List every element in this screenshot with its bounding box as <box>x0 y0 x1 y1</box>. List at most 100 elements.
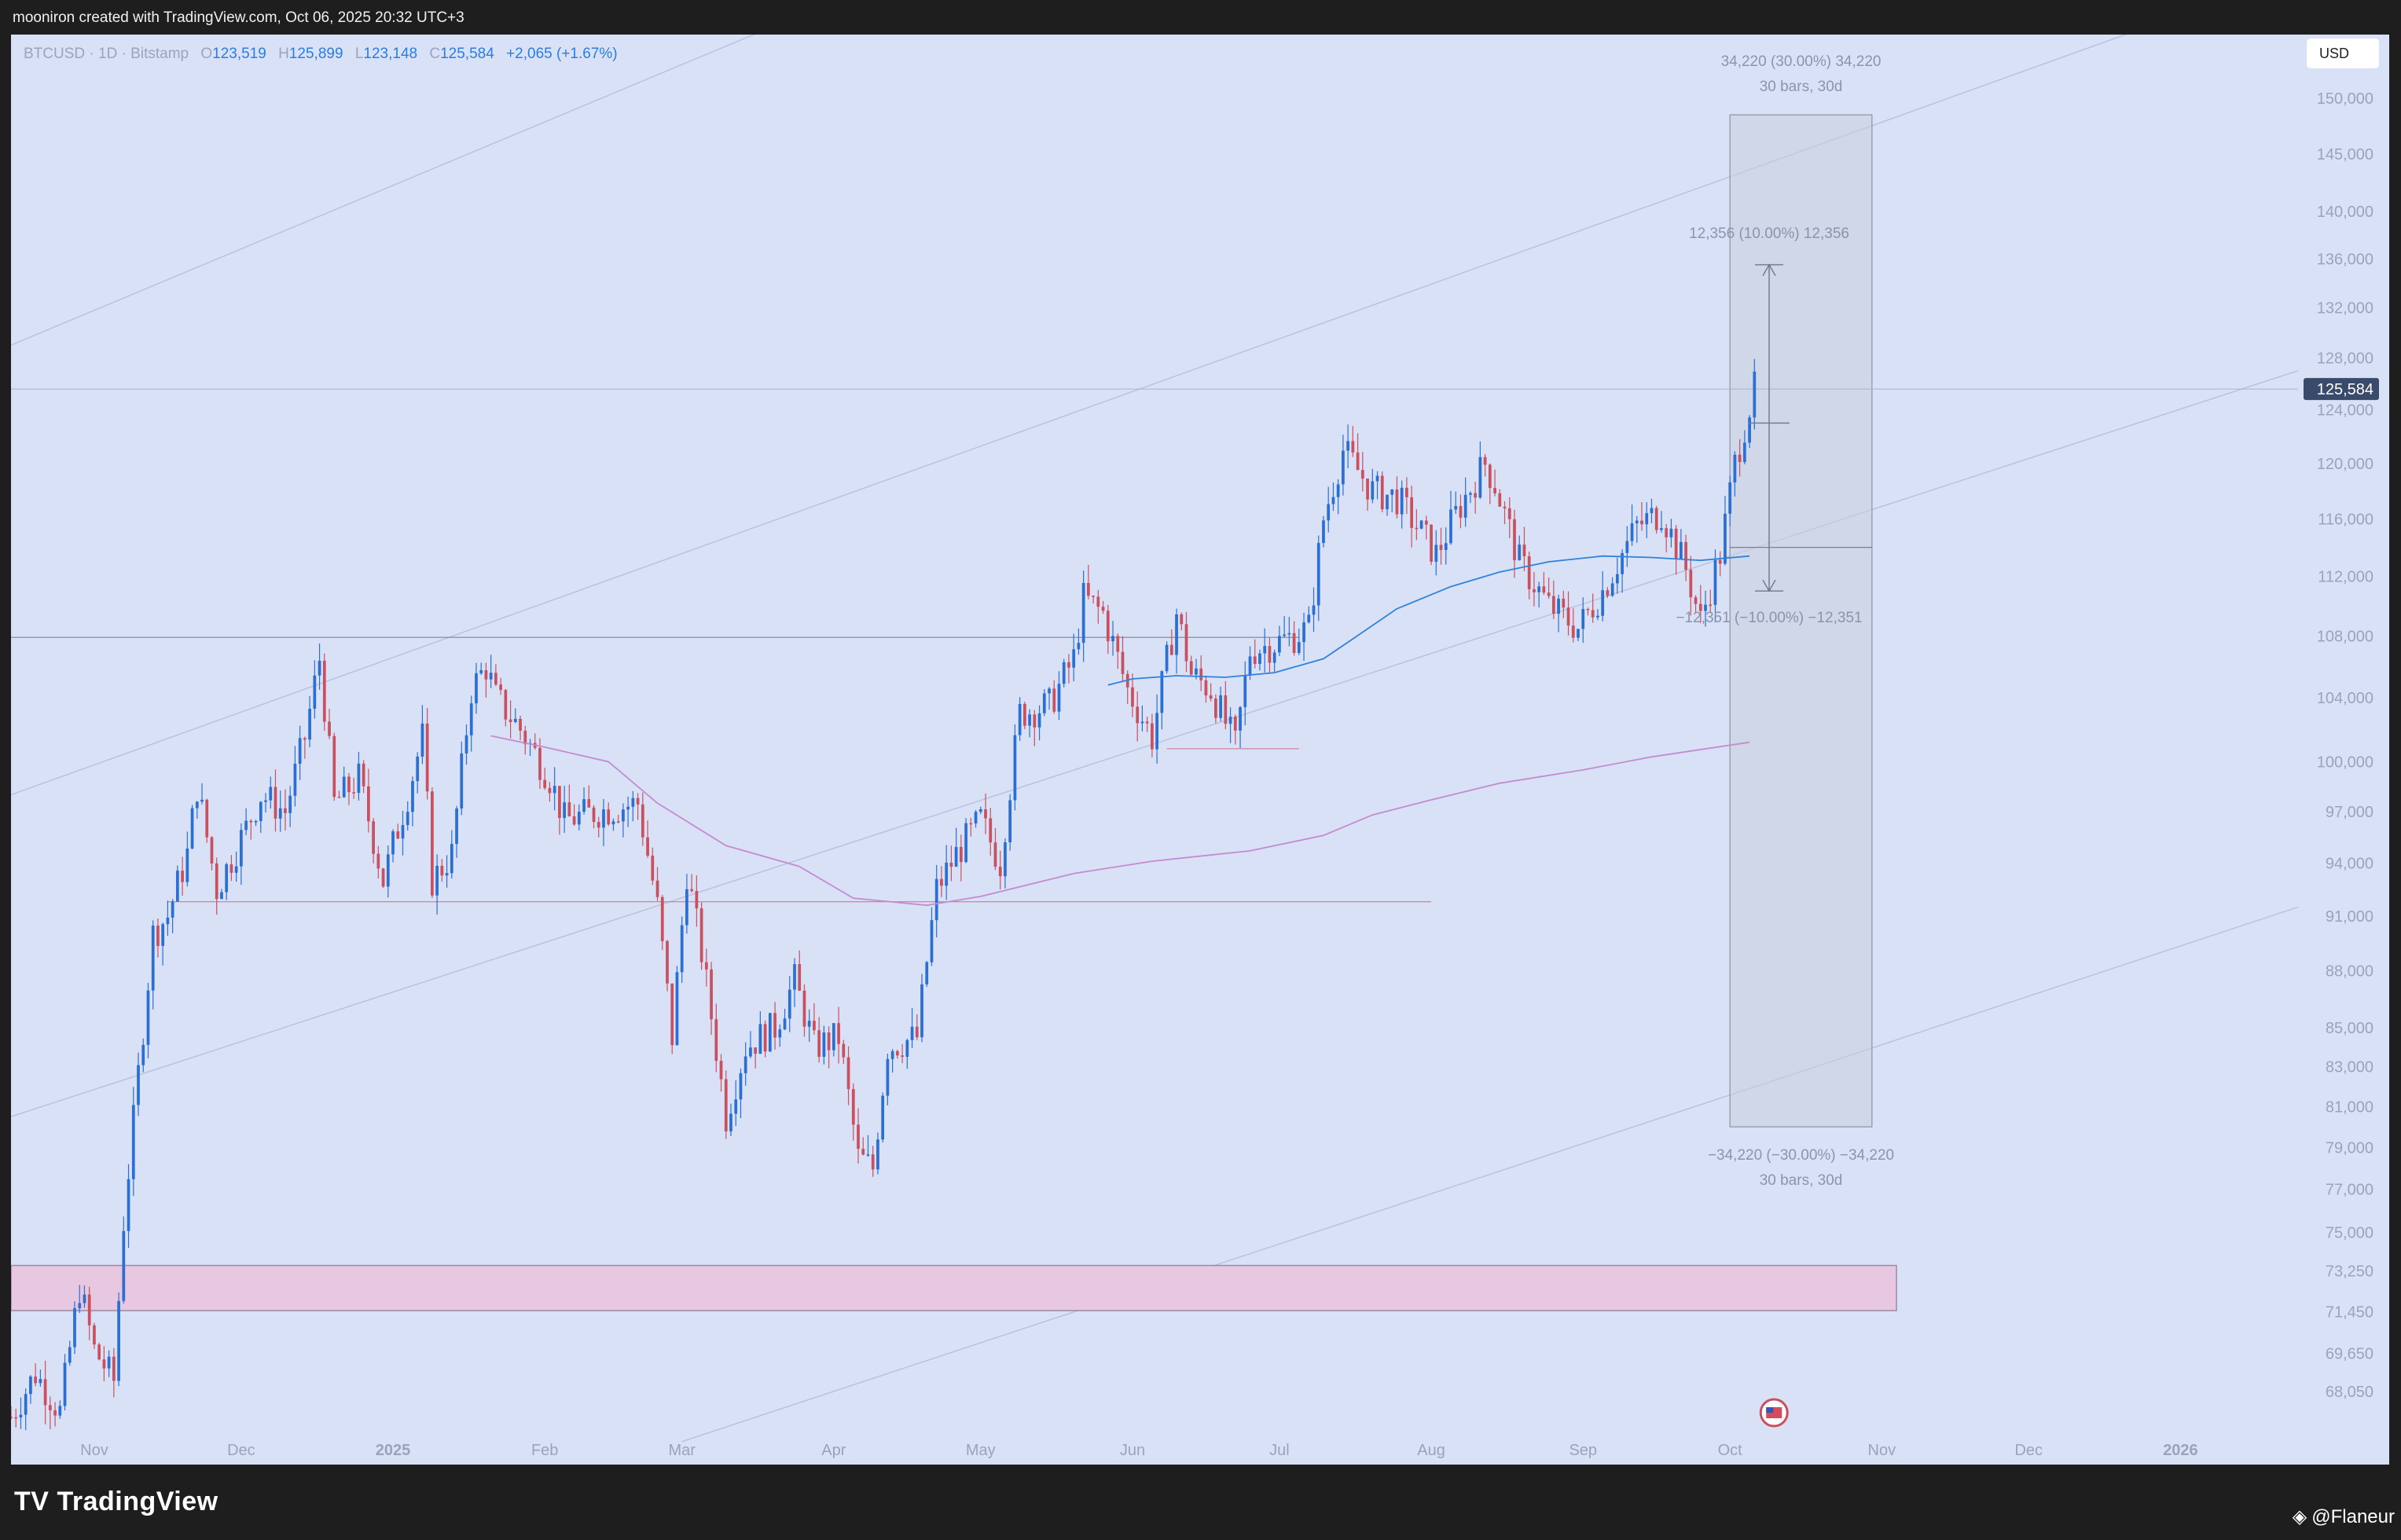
candle-body <box>195 801 199 808</box>
candle-body <box>1101 607 1105 611</box>
candle-body <box>724 1079 728 1131</box>
candle-body <box>749 1047 752 1057</box>
candle-body <box>1483 456 1487 465</box>
candle-body <box>1121 651 1125 674</box>
x-tick-label: May <box>966 1442 996 1459</box>
candle-body <box>1292 632 1296 653</box>
y-tick-label: 100,000 <box>2317 754 2373 772</box>
candle-body <box>699 908 703 962</box>
candle-body <box>1018 703 1022 735</box>
candle-body <box>352 792 356 794</box>
candle-body <box>1140 721 1144 724</box>
x-tick-label: Nov <box>80 1442 108 1459</box>
candle-body <box>58 1406 62 1416</box>
candle-body <box>445 873 449 876</box>
candle-body <box>607 809 611 825</box>
y-tick-label: 128,000 <box>2317 350 2373 367</box>
candle-body <box>1698 603 1702 611</box>
y-tick-label: 75,000 <box>2326 1225 2373 1242</box>
candle-body <box>1233 717 1237 731</box>
candle-body <box>930 920 934 962</box>
candle-body <box>1087 582 1090 596</box>
x-tick-label: Apr <box>821 1442 846 1459</box>
candle-body <box>1312 605 1316 615</box>
candle-body <box>1042 693 1046 713</box>
candle-body <box>376 853 380 869</box>
candle-body <box>989 818 993 843</box>
candle-body <box>1307 614 1311 623</box>
candle-body <box>1503 506 1507 508</box>
candle-body <box>695 890 699 909</box>
candle-body <box>1336 484 1340 497</box>
candle-body <box>1728 482 1732 514</box>
candle-body <box>68 1347 72 1363</box>
measure-box <box>1729 114 1873 1128</box>
y-tick-label: 91,000 <box>2326 908 2373 926</box>
candle-body <box>857 1124 860 1150</box>
y-tick-label: 88,000 <box>2326 963 2373 981</box>
candle-body <box>1239 707 1242 731</box>
candle-body <box>1566 607 1570 626</box>
candle-body <box>1527 556 1531 589</box>
candle-body <box>1537 586 1541 592</box>
candle-body <box>479 669 483 673</box>
y-tick-label: 136,000 <box>2317 251 2373 268</box>
candle-body <box>122 1230 126 1301</box>
y-tick-label: 124,000 <box>2317 402 2373 420</box>
candle-body <box>558 786 561 819</box>
candle-body <box>313 675 317 710</box>
candle-body <box>19 1414 23 1418</box>
candle-body <box>78 1303 82 1309</box>
candle-body <box>1219 695 1222 718</box>
candle-body <box>1380 475 1384 510</box>
candle-body <box>298 738 302 764</box>
candle-body <box>714 1019 718 1062</box>
chart-area[interactable]: 34,220 (30.00%) 34,220 30 bars, 30d −34,22… <box>11 35 2389 1465</box>
y-tick-label: 83,000 <box>2326 1058 2373 1076</box>
candle-body <box>53 1410 57 1416</box>
y-tick-label: 73,250 <box>2326 1263 2373 1281</box>
candle-body <box>259 801 262 821</box>
price-chart[interactable]: 34,220 (30.00%) 34,220 30 bars, 30d −34,22… <box>11 35 2389 1465</box>
ohlc-legend: BTCUSD · 1D · Bitstamp O123,519 H125,899… <box>24 46 618 63</box>
candle-body <box>475 673 478 704</box>
candle-body <box>1077 643 1081 650</box>
candle-body <box>117 1300 120 1381</box>
candle-body <box>1738 454 1742 463</box>
candle-body <box>63 1362 67 1406</box>
candle-body <box>1542 586 1546 593</box>
candle-body <box>592 807 596 823</box>
candle-body <box>278 808 282 819</box>
symbol-label: BTCUSD · 1D · Bitstamp <box>24 46 189 62</box>
measure-top-label: 34,220 (30.00%) 34,220 <box>1721 53 1882 70</box>
y-tick-label: 69,650 <box>2326 1346 2373 1363</box>
candle-body <box>166 917 170 925</box>
candle-body <box>1175 614 1178 655</box>
candle-body <box>1214 698 1217 718</box>
candle-body <box>881 1095 885 1140</box>
candle-body <box>1606 590 1610 596</box>
candle-body <box>342 776 346 798</box>
candle-body <box>1081 582 1085 644</box>
candle-body <box>651 856 655 881</box>
candle-body <box>171 901 174 918</box>
candle-body <box>1459 505 1463 518</box>
candle-body <box>1454 505 1458 510</box>
candle-body <box>1449 509 1452 544</box>
tradingview-logo[interactable]: TV TradingView <box>14 1487 218 1517</box>
y-tick-label: 77,000 <box>2326 1182 2373 1199</box>
candle-body <box>1272 652 1276 663</box>
candle-body <box>543 779 547 788</box>
candle-body <box>813 1021 816 1031</box>
candle-body <box>1004 842 1007 877</box>
candle-body <box>1189 661 1193 675</box>
candle-body <box>710 969 713 1020</box>
currency-button[interactable]: USD <box>2307 38 2379 68</box>
candle-body <box>895 1050 899 1056</box>
candle-body <box>489 673 493 680</box>
candle-body <box>48 1405 52 1410</box>
candle-body <box>1204 680 1208 696</box>
candle-body <box>754 1047 758 1054</box>
candle-body <box>1625 541 1629 553</box>
arrow-head-icon <box>1762 579 1776 592</box>
